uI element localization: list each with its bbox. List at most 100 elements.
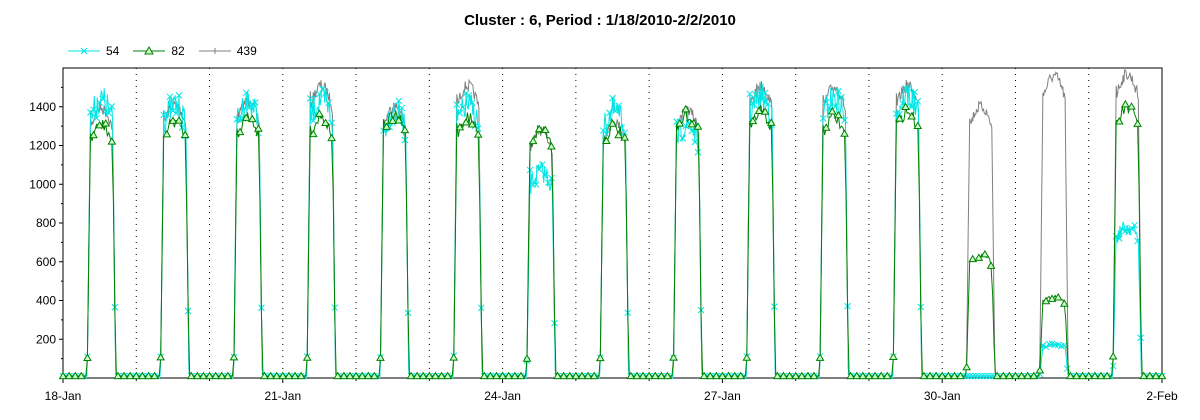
point-54 xyxy=(908,103,916,111)
point-82 xyxy=(1053,293,1063,301)
point-82 xyxy=(455,122,465,131)
point-54 xyxy=(465,92,473,99)
point-82 xyxy=(583,371,593,380)
point-82 xyxy=(345,371,355,380)
point-82 xyxy=(895,114,904,122)
point-54 xyxy=(395,97,403,105)
point-54 xyxy=(108,103,116,110)
point-54 xyxy=(1109,362,1117,370)
point-82 xyxy=(302,353,312,361)
point-82 xyxy=(779,371,788,380)
point-82 xyxy=(1151,371,1161,380)
point-82 xyxy=(174,116,184,124)
point-82 xyxy=(644,371,654,380)
point-54 xyxy=(966,372,974,380)
point-82 xyxy=(89,130,98,139)
point-82 xyxy=(217,371,227,380)
point-82 xyxy=(931,371,941,380)
point-82 xyxy=(962,362,971,371)
point-54 xyxy=(902,85,909,92)
point-54 xyxy=(532,181,540,188)
point-54 xyxy=(316,90,323,98)
y-tick-label-800: 800 xyxy=(36,216,56,230)
point-82 xyxy=(308,129,318,138)
point-54 xyxy=(835,87,842,95)
legend-item-82: 82 xyxy=(133,44,185,58)
point-54 xyxy=(242,89,250,97)
point-82 xyxy=(870,371,880,380)
point-82 xyxy=(577,371,587,380)
legend-swatch-439 xyxy=(198,48,231,54)
x-tick-label-18-Jan: 18-Jan xyxy=(45,389,82,403)
point-82 xyxy=(125,371,135,380)
point-82 xyxy=(406,371,416,380)
point-54 xyxy=(96,99,103,107)
point-82 xyxy=(1041,296,1051,305)
point-54 xyxy=(621,129,629,137)
point-82 xyxy=(156,352,166,361)
point-82 xyxy=(1059,299,1069,307)
point-54 xyxy=(1064,365,1071,372)
point-82 xyxy=(101,119,111,127)
point-82 xyxy=(58,371,68,380)
point-82 xyxy=(809,371,819,380)
point-82 xyxy=(876,371,886,380)
point-82 xyxy=(919,371,929,380)
point-82 xyxy=(119,371,129,380)
point-82 xyxy=(284,371,294,380)
point-82 xyxy=(339,371,349,380)
point-82 xyxy=(547,141,556,150)
point-82 xyxy=(943,371,953,380)
legend-label-82: 82 xyxy=(171,44,185,58)
point-82 xyxy=(522,354,532,362)
point-54 xyxy=(538,161,546,168)
point-82 xyxy=(1133,119,1142,127)
point-82 xyxy=(901,102,910,110)
point-54 xyxy=(236,117,244,124)
point-54 xyxy=(456,109,464,117)
point-82 xyxy=(180,130,190,139)
point-82 xyxy=(565,371,575,380)
point-82 xyxy=(937,371,947,380)
point-54 xyxy=(1060,342,1068,349)
point-82 xyxy=(632,371,642,380)
point-82 xyxy=(992,371,1002,380)
point-82 xyxy=(400,125,410,134)
point-54 xyxy=(325,99,332,107)
legend-item-54: 54 xyxy=(68,44,119,58)
point-54 xyxy=(752,91,760,99)
point-82 xyxy=(766,118,776,126)
point-82 xyxy=(296,371,306,380)
point-82 xyxy=(925,371,935,380)
point-82 xyxy=(504,371,514,380)
point-82 xyxy=(827,107,837,115)
point-82 xyxy=(266,371,275,380)
point-82 xyxy=(528,136,538,145)
point-82 xyxy=(1120,99,1130,108)
point-82 xyxy=(492,371,501,380)
point-82 xyxy=(64,371,74,380)
x-tick-label-30-Jan: 30-Jan xyxy=(924,389,961,403)
point-82 xyxy=(272,371,282,380)
point-82 xyxy=(95,120,105,129)
point-82 xyxy=(260,371,269,380)
point-82 xyxy=(888,352,898,361)
point-82 xyxy=(553,371,562,380)
y-tick-label-1400: 1400 xyxy=(29,100,56,114)
point-82 xyxy=(1023,371,1033,380)
point-82 xyxy=(205,371,214,380)
point-82 xyxy=(357,371,367,380)
y-tick-label-200: 200 xyxy=(36,332,56,346)
point-54 xyxy=(679,134,687,142)
point-82 xyxy=(449,353,459,361)
point-82 xyxy=(315,109,324,117)
point-82 xyxy=(327,133,337,142)
point-54 xyxy=(963,372,970,380)
point-54 xyxy=(981,372,989,380)
point-82 xyxy=(602,136,611,144)
point-82 xyxy=(1096,371,1106,380)
point-54 xyxy=(612,107,619,115)
point-82 xyxy=(748,116,758,125)
point-82 xyxy=(858,371,868,380)
